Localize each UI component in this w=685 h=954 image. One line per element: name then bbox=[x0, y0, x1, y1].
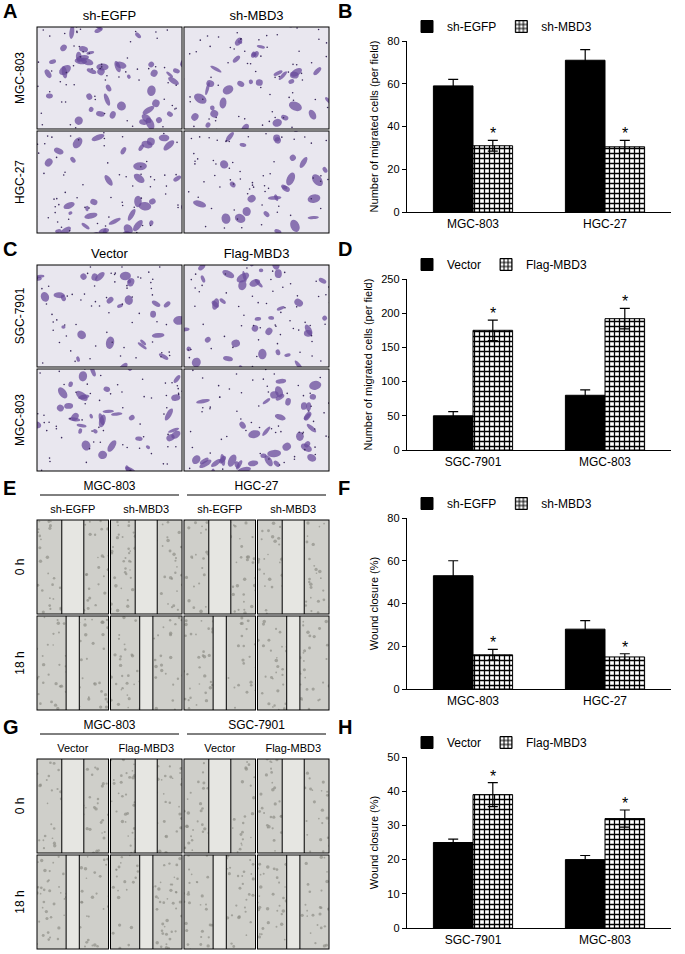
svg-text:sh-EGFP: sh-EGFP bbox=[447, 497, 496, 511]
svg-text:*: * bbox=[490, 634, 496, 651]
svg-text:*: * bbox=[490, 125, 496, 142]
svg-text:MGC-803: MGC-803 bbox=[579, 933, 631, 947]
svg-text:sh-EGFP: sh-EGFP bbox=[83, 8, 136, 23]
svg-text:40: 40 bbox=[387, 597, 399, 609]
svg-text:150: 150 bbox=[381, 341, 399, 353]
svg-text:18 h: 18 h bbox=[13, 651, 27, 674]
svg-text:HGC-27: HGC-27 bbox=[234, 479, 278, 493]
svg-text:Flag-MBD3: Flag-MBD3 bbox=[118, 742, 174, 754]
svg-text:0 h: 0 h bbox=[13, 798, 27, 815]
svg-text:sh-EGFP: sh-EGFP bbox=[197, 503, 242, 515]
svg-text:SGC-7901: SGC-7901 bbox=[445, 933, 502, 947]
svg-text:100: 100 bbox=[381, 375, 399, 387]
svg-text:0: 0 bbox=[393, 206, 399, 218]
svg-text:MGC-803: MGC-803 bbox=[13, 394, 27, 446]
svg-text:0: 0 bbox=[393, 922, 399, 934]
svg-text:40: 40 bbox=[387, 120, 399, 132]
svg-text:60: 60 bbox=[387, 555, 399, 567]
svg-text:0: 0 bbox=[393, 444, 399, 456]
svg-text:Number of migrated cells (per: Number of migrated cells (per field) bbox=[362, 279, 374, 451]
svg-text:sh-MBD3: sh-MBD3 bbox=[270, 503, 316, 515]
svg-text:Flag-MBD3: Flag-MBD3 bbox=[526, 258, 587, 272]
svg-text:0 h: 0 h bbox=[13, 559, 27, 576]
html-text:F: F bbox=[338, 477, 351, 499]
svg-text:*: * bbox=[622, 293, 628, 310]
html-text:D: D bbox=[338, 238, 353, 260]
svg-text:60: 60 bbox=[387, 78, 399, 90]
svg-text:HGC-27: HGC-27 bbox=[13, 160, 27, 204]
svg-text:20: 20 bbox=[387, 163, 399, 175]
svg-text:50: 50 bbox=[387, 410, 399, 422]
svg-text:HGC-27: HGC-27 bbox=[583, 217, 627, 231]
svg-text:Vector: Vector bbox=[447, 736, 481, 750]
svg-text:80: 80 bbox=[387, 35, 399, 47]
svg-text:*: * bbox=[622, 795, 628, 812]
svg-text:sh-EGFP: sh-EGFP bbox=[447, 20, 496, 34]
svg-text:20: 20 bbox=[387, 853, 399, 865]
svg-text:Vector: Vector bbox=[204, 742, 236, 754]
svg-text:Vector: Vector bbox=[447, 258, 481, 272]
svg-text:MGC-803: MGC-803 bbox=[83, 479, 135, 493]
svg-text:200: 200 bbox=[381, 307, 399, 319]
svg-text:Wound closure (%): Wound closure (%) bbox=[368, 796, 380, 889]
svg-text:E: E bbox=[3, 477, 16, 499]
svg-text:sh-EGFP: sh-EGFP bbox=[50, 503, 95, 515]
svg-text:*: * bbox=[622, 639, 628, 656]
svg-text:40: 40 bbox=[387, 785, 399, 797]
svg-text:C: C bbox=[3, 238, 17, 260]
svg-text:sh-MBD3: sh-MBD3 bbox=[541, 497, 591, 511]
svg-text:Number of migrated cells (per: Number of migrated cells (per field) bbox=[368, 41, 380, 213]
svg-text:SGC-7901: SGC-7901 bbox=[13, 287, 27, 344]
svg-text:SGC-7901: SGC-7901 bbox=[228, 718, 285, 732]
svg-text:0: 0 bbox=[393, 683, 399, 695]
svg-text:*: * bbox=[490, 768, 496, 785]
svg-text:10: 10 bbox=[387, 888, 399, 900]
svg-text:50: 50 bbox=[387, 751, 399, 763]
svg-text:Flag-MBD3: Flag-MBD3 bbox=[265, 742, 321, 754]
svg-text:sh-MBD3: sh-MBD3 bbox=[541, 20, 591, 34]
svg-text:Vector: Vector bbox=[57, 742, 89, 754]
svg-text:sh-MBD3: sh-MBD3 bbox=[229, 8, 283, 23]
svg-text:Flag-MBD3: Flag-MBD3 bbox=[224, 246, 290, 261]
svg-text:MGC-803: MGC-803 bbox=[579, 455, 631, 469]
svg-text:*: * bbox=[490, 305, 496, 322]
svg-text:SGC-7901: SGC-7901 bbox=[445, 455, 502, 469]
svg-text:Flag-MBD3: Flag-MBD3 bbox=[526, 736, 587, 750]
html-text:H: H bbox=[338, 716, 353, 738]
svg-text:80: 80 bbox=[387, 512, 399, 524]
svg-text:30: 30 bbox=[387, 819, 399, 831]
svg-text:Vector: Vector bbox=[91, 246, 129, 261]
svg-text:20: 20 bbox=[387, 640, 399, 652]
svg-text:A: A bbox=[3, 0, 17, 22]
svg-text:HGC-27: HGC-27 bbox=[583, 694, 627, 708]
html-text:B: B bbox=[338, 0, 353, 22]
svg-text:MGC-803: MGC-803 bbox=[13, 52, 27, 104]
svg-text:sh-MBD3: sh-MBD3 bbox=[123, 503, 169, 515]
svg-text:250: 250 bbox=[381, 273, 399, 285]
svg-text:G: G bbox=[3, 716, 19, 738]
svg-text:*: * bbox=[622, 125, 628, 142]
svg-text:MGC-803: MGC-803 bbox=[447, 694, 499, 708]
svg-text:MGC-803: MGC-803 bbox=[83, 718, 135, 732]
svg-text:18 h: 18 h bbox=[13, 890, 27, 913]
svg-text:Wound closure (%): Wound closure (%) bbox=[368, 557, 380, 650]
svg-text:MGC-803: MGC-803 bbox=[447, 217, 499, 231]
